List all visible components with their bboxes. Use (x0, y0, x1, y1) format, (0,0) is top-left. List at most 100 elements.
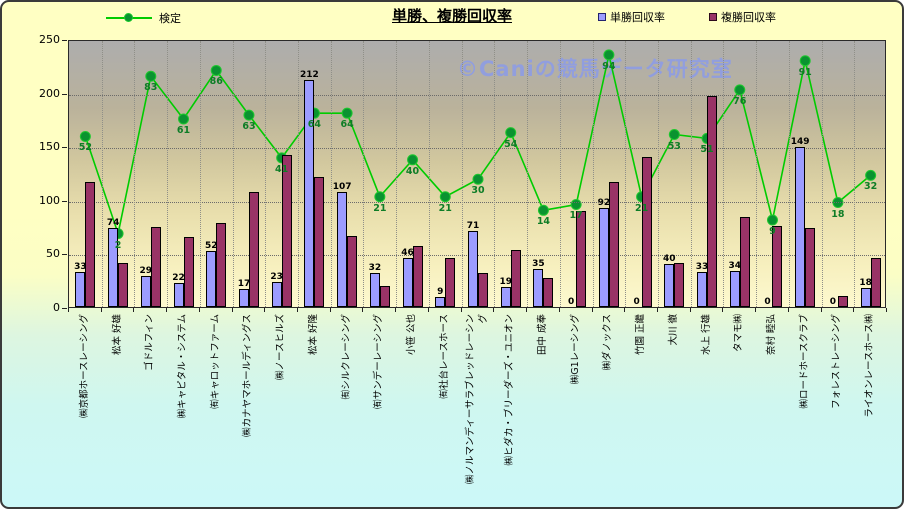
x-axis-label: ㈱京都ホースレーシング (78, 314, 90, 418)
bar-place-return (118, 263, 129, 307)
y-axis-label: 100 (39, 193, 60, 207)
bar-place-return (739, 217, 750, 307)
y-axis-tick (62, 147, 67, 149)
kentei-value-label: 18 (831, 208, 845, 220)
bar-place-return (608, 182, 619, 307)
place-series-swatch-icon (709, 13, 717, 21)
kentei-marker (537, 204, 549, 216)
x-axis-tick (329, 308, 331, 312)
kentei-marker (799, 55, 811, 67)
y-axis-tick (62, 93, 67, 95)
vertical-gridline (396, 41, 398, 307)
legend-kentei-label: 検定 (159, 12, 181, 25)
kentei-line-icon (106, 13, 152, 22)
y-axis-label: 50 (46, 247, 60, 261)
x-axis-tick (493, 308, 495, 312)
bar-win-return (108, 228, 119, 307)
legend-win-entry: 単勝回収率 (598, 9, 665, 25)
vertical-gridline (592, 41, 594, 307)
bar-place-return (772, 226, 783, 307)
bar-win-return (664, 264, 675, 307)
x-axis-tick (722, 308, 724, 312)
x-axis-label: 小笹 公也 (406, 314, 418, 356)
bar-value-label: 23 (270, 272, 283, 283)
bar-value-label: 92 (597, 198, 611, 209)
kentei-value-label: 54 (504, 138, 518, 150)
vertical-gridline (657, 41, 659, 307)
kentei-value-label: 30 (471, 185, 485, 197)
vertical-gridline (363, 41, 365, 307)
x-axis-label: ㈱ヒダカ・ブリーダーズ・ユニオン (504, 314, 516, 466)
x-axis-label: ㈱G1レーシング (569, 314, 581, 385)
kentei-value-label: 94 (602, 60, 616, 72)
x-axis-label: ゴドルフィン (144, 314, 156, 371)
vertical-gridline (461, 41, 463, 307)
vertical-gridline (101, 41, 103, 307)
bar-win-return (795, 147, 806, 307)
bar-value-label: 17 (237, 278, 251, 289)
x-axis-tick (787, 308, 789, 312)
bar-value-label: 9 (437, 287, 444, 298)
kentei-marker (79, 130, 91, 142)
bar-place-return (870, 258, 881, 307)
vertical-gridline (723, 41, 725, 307)
x-axis-label: 竹園 正繼 (635, 314, 647, 356)
y-axis-tick (62, 200, 67, 202)
x-axis-tick (689, 308, 691, 312)
legend-series: 単勝回収率 複勝回収率 (598, 9, 820, 25)
kentei-marker (210, 64, 222, 76)
x-axis-label: ㈱ノルマンディーサラブレッドレーシング (465, 314, 489, 484)
kentei-value-label: 83 (144, 82, 158, 94)
bar-place-return (150, 227, 161, 307)
bar-place-return (543, 278, 554, 307)
bar-place-return (478, 273, 488, 307)
vertical-gridline (821, 41, 823, 307)
kentei-marker-icon (124, 13, 133, 22)
vertical-gridline (330, 41, 332, 307)
legend-place-label: 複勝回収率 (721, 11, 776, 24)
bar-win-return (337, 192, 348, 307)
kentei-value-label: 40 (405, 165, 420, 177)
kentei-value-label: 21 (438, 202, 452, 214)
y-axis-tick (62, 308, 67, 309)
bar-place-return (248, 192, 259, 307)
kentei-value-label: 63 (242, 121, 256, 133)
bar-place-return (510, 250, 521, 307)
kentei-value-label: 91 (798, 66, 812, 78)
x-axis-tick (362, 308, 364, 312)
bar-place-return (674, 263, 685, 307)
kentei-value-label: 17 (569, 210, 583, 222)
x-axis-tick (820, 308, 822, 312)
kentei-marker (865, 169, 877, 181)
vertical-gridline (232, 41, 234, 307)
x-axis-tick (755, 308, 757, 312)
vertical-gridline (199, 41, 201, 307)
bar-value-label: 46 (401, 247, 414, 258)
win-series-swatch-icon (598, 13, 606, 21)
bar-value-label: 32 (368, 262, 382, 273)
kentei-marker (472, 173, 484, 185)
kentei-marker (505, 127, 517, 139)
kentei-value-label: 21 (373, 202, 387, 214)
x-axis-label: 水上 行雄 (700, 314, 712, 356)
vertical-gridline (134, 41, 136, 307)
bar-value-label: 0 (568, 297, 575, 307)
kentei-value-label: 2 (114, 239, 122, 251)
watermark: ©Caniの競馬データ研究室 (457, 57, 733, 81)
kentei-marker (439, 191, 451, 203)
x-axis-tick (166, 308, 168, 312)
horizontal-gridline (69, 201, 885, 203)
bar-win-return (729, 271, 740, 307)
bar-win-return (435, 297, 446, 307)
bar-win-return (304, 80, 315, 307)
bar-place-return (314, 177, 325, 307)
bar-win-return (140, 276, 151, 307)
x-axis-tick (231, 308, 233, 312)
y-axis-label: 250 (39, 33, 60, 46)
kentei-value-label: 61 (176, 125, 191, 136)
bar-value-label: 35 (532, 259, 545, 270)
kentei-marker (243, 109, 255, 121)
bar-place-return (85, 182, 96, 307)
x-axis-label: ㈱カナヤマホールディングス (242, 314, 254, 437)
legend-place-entry: 複勝回収率 (709, 9, 776, 25)
